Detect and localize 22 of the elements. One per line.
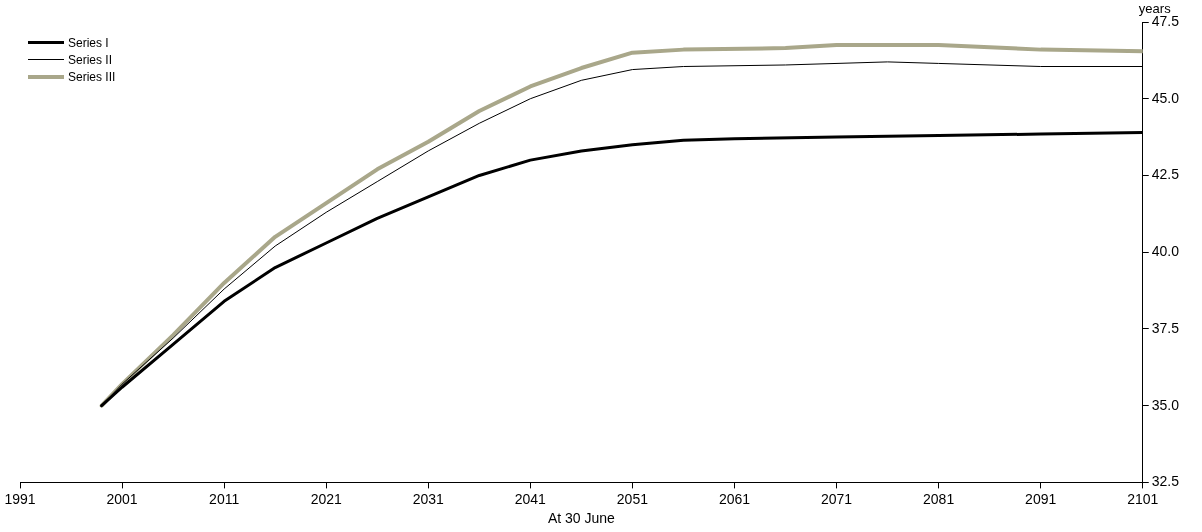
x-axis-title: At 30 June <box>547 510 616 527</box>
y-tick-label: 35.0 <box>1151 396 1180 413</box>
x-tick-label: 2061 <box>718 490 751 507</box>
y-tick-label: 42.5 <box>1151 166 1180 183</box>
x-tick-label: 2021 <box>310 490 342 507</box>
y-tick-label: 40.0 <box>1151 243 1180 260</box>
legend-label: Series II <box>68 52 113 67</box>
x-tick-label: 2091 <box>1025 490 1057 507</box>
x-tick-label: 2051 <box>616 490 649 507</box>
x-tick-label: 2001 <box>106 490 138 507</box>
y-tick-label: 45.0 <box>1151 89 1180 106</box>
x-tick-label: 2041 <box>514 490 547 507</box>
x-tick-label: 2071 <box>820 490 853 507</box>
x-tick-label: 2101 <box>1127 490 1159 507</box>
legend-label: Series III <box>68 69 116 84</box>
y-tick-label: 32.5 <box>1151 473 1180 490</box>
x-tick-label: 2011 <box>209 490 240 507</box>
x-tick-label: 2031 <box>412 490 445 507</box>
legend-label: Series I <box>68 35 109 50</box>
x-tick-label: 2081 <box>923 490 955 507</box>
y-tick-label: 37.5 <box>1151 319 1180 336</box>
x-tick-label: 1991 <box>4 490 36 507</box>
